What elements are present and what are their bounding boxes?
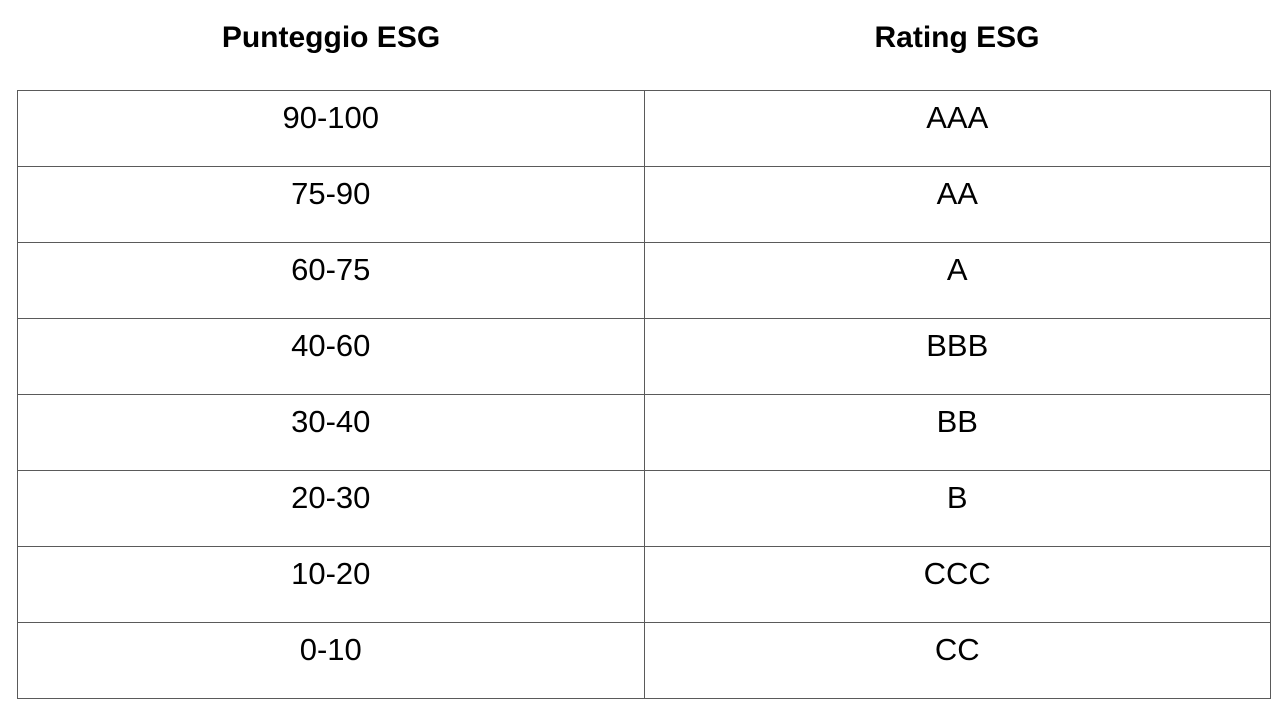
table-row: 75-90 AA <box>17 166 1271 243</box>
rating-cell: A <box>643 242 1271 319</box>
score-cell: 40-60 <box>17 318 645 395</box>
table-row: 90-100 AAA <box>17 90 1271 167</box>
rating-cell: CC <box>643 622 1271 699</box>
rating-cell: BBB <box>643 318 1271 395</box>
score-cell: 20-30 <box>17 470 645 547</box>
score-cell: 75-90 <box>17 166 645 243</box>
header-rating: Rating ESG <box>874 21 1040 54</box>
rating-cell: CCC <box>643 546 1271 623</box>
esg-rating-table: 90-100 AAA 75-90 AA 60-75 A 40-60 BBB 30… <box>17 90 1271 699</box>
rating-cell: B <box>643 470 1271 547</box>
score-cell: 90-100 <box>17 90 645 167</box>
rating-cell: AAA <box>643 90 1271 167</box>
rating-cell: AA <box>643 166 1271 243</box>
rating-cell: BB <box>643 394 1271 471</box>
table-row: 20-30 B <box>17 470 1271 547</box>
table-row: 40-60 BBB <box>17 318 1271 395</box>
score-cell: 0-10 <box>17 622 645 699</box>
score-cell: 10-20 <box>17 546 645 623</box>
table-header: Punteggio ESG Rating ESG <box>18 0 1270 90</box>
header-score: Punteggio ESG <box>221 21 441 54</box>
score-cell: 30-40 <box>17 394 645 471</box>
table-row: 30-40 BB <box>17 394 1271 471</box>
table-row: 10-20 CCC <box>17 546 1271 623</box>
table-row: 60-75 A <box>17 242 1271 319</box>
table-row: 0-10 CC <box>17 622 1271 699</box>
score-cell: 60-75 <box>17 242 645 319</box>
